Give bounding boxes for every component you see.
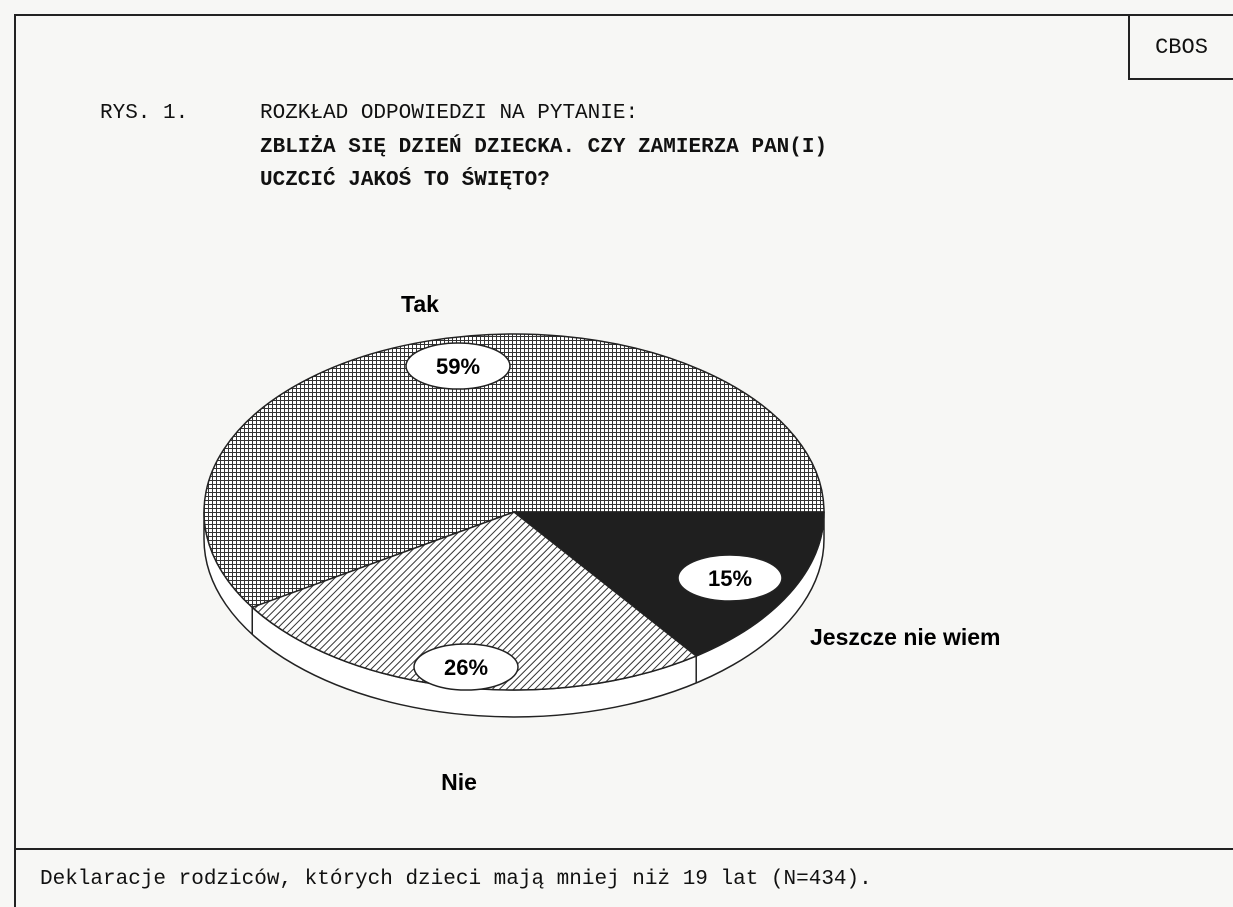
label-nie: Nie: [441, 769, 477, 795]
title-line-2: ZBLIŻA SIĘ DZIEŃ DZIECKA. CZY ZAMIERZA P…: [260, 136, 828, 159]
value-label-tak: 59%: [436, 354, 480, 379]
value-label-jeszcze-nie-wiem: 15%: [708, 566, 752, 591]
chart-caption: Deklaracje rodziców, których dzieci mają…: [40, 868, 872, 891]
title-line-3: UCZCIĆ JAKOŚ TO ŚWIĘTO?: [260, 169, 550, 192]
caption-divider: [14, 848, 1233, 850]
pie-slice-jeszcze-nie-wiem: [511, 511, 825, 657]
pie-slice-tak: [203, 333, 825, 609]
value-bubble: [413, 643, 519, 691]
label-tak: Tak: [401, 291, 439, 317]
label-jeszcze-nie-wiem: Jeszcze nie wiem: [810, 624, 1001, 650]
title-line-1: ROZKŁAD ODPOWIEDZI NA PYTANIE:: [260, 102, 639, 125]
value-bubble: [677, 554, 783, 602]
value-bubble: [405, 342, 511, 390]
value-label-nie: 26%: [444, 655, 488, 680]
brand-label: CBOS: [1128, 14, 1233, 80]
chart-frame: [14, 14, 1233, 907]
figure-number: RYS. 1.: [100, 102, 189, 125]
